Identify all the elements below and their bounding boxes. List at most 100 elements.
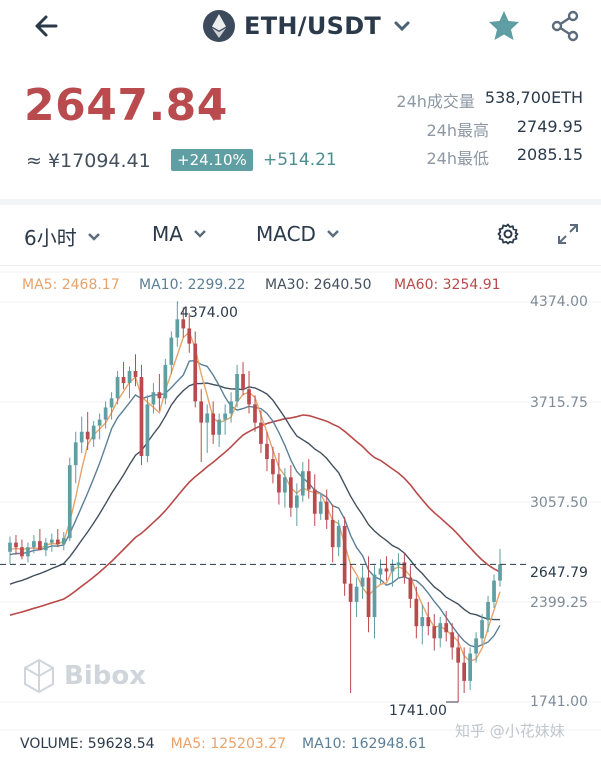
candle-body [151,392,156,405]
chart-toolbar: 6小时 MA MACD [0,205,601,263]
y-axis-label: 3057.50 [530,495,588,511]
change-percent-badge: +24.10% [171,149,253,171]
volume-value: VOLUME: 59628.54 [20,736,155,752]
y-axis-label: 4374.00 [530,294,588,310]
low-price-label: 1741.00 [389,703,447,719]
candle-body [145,404,150,457]
settings-gear-icon[interactable] [496,222,520,246]
candle-body [462,662,466,681]
chevron-down-icon [327,230,339,238]
bibox-logo-icon [24,658,54,694]
cny-value: ¥17094.41 [47,150,151,172]
ma30-line [9,382,500,621]
ethereum-icon [203,10,235,42]
candle-body [259,422,263,444]
approx-sign: ≈ [26,150,42,172]
ma5-line [9,330,501,662]
candle-body [163,364,168,399]
back-arrow-icon[interactable] [30,10,70,42]
main-indicator-selector[interactable]: MA [152,222,207,246]
share-icon[interactable] [548,8,582,44]
candle-body [498,564,502,581]
candle-body [49,539,54,543]
candle-body [324,501,329,520]
candle-body [408,577,413,599]
pair-selector[interactable]: ETH/USDT [202,8,411,44]
current-price-label: 2647.79 [530,565,588,581]
candle-body [20,547,24,557]
volume-legend: VOLUME: 59628.54 MA5: 125203.27 MA10: 16… [20,736,426,752]
candle-body [121,377,126,384]
candle-body [181,319,186,329]
candle-body [283,477,287,493]
credit-watermark: 知乎 @小花妹妹 [455,722,565,740]
volume-ma10: MA10: 162948.61 [302,736,427,752]
interval-selector[interactable]: 6小时 [24,222,101,251]
candle-body [115,377,120,399]
candle-body [348,583,353,602]
candle-body [175,319,180,338]
candle-body [480,620,484,639]
candle-body [85,431,90,440]
candle-body [312,489,317,514]
candle-body [289,477,293,508]
ma5-legend: MA5: 2468.17 [22,277,120,293]
candle-body [486,601,490,621]
candle-body [26,547,30,557]
favorite-star-icon[interactable] [486,8,522,44]
candle-body [253,404,257,423]
candle-body [109,398,114,408]
candle-body [271,459,275,475]
candle-body [91,425,96,440]
candle-body [133,370,138,378]
sub-indicator-selector[interactable]: MACD [256,222,340,246]
candle-body [378,568,383,575]
candle-body [468,653,472,681]
ma60-legend: MA60: 3254.91 [394,277,501,293]
candle-body [402,562,407,578]
candle-body [127,370,132,384]
candle-body [354,586,359,602]
candle-body [426,617,431,627]
candle-body [456,647,461,663]
volume-ma5: MA5: 125203.27 [170,736,287,752]
candle-body [444,623,449,633]
candle-body [32,541,36,548]
stat-label: 24h最低 [426,149,489,168]
fullscreen-icon[interactable] [556,222,580,246]
ma30-legend: MA30: 2640.50 [265,277,372,293]
candle-body [217,419,221,435]
candle-body [73,442,78,466]
ma60-line [9,414,501,616]
candle-body [199,401,204,423]
candle-body [79,431,84,443]
candle-body [342,525,347,584]
y-axis-label: 3715.75 [530,395,588,411]
candle-body [438,623,443,639]
candle-body [241,374,245,390]
stat-volume: 24h成交量 538,700ETH [396,88,583,112]
candle-body [14,542,18,548]
bibox-watermark: Bibox [22,658,146,694]
candle-body [169,337,174,365]
candle-body [211,413,216,435]
candle-body [229,401,233,414]
candle-body [265,443,269,460]
candle-body [492,580,496,602]
change-absolute: +514.21 [263,150,337,170]
candle-body [247,389,251,405]
stat-label: 24h成交量 [396,92,475,111]
candle-body [306,471,311,490]
chevron-down-icon [87,232,100,241]
stat-label: 24h最高 [426,121,489,140]
candle-body [103,407,108,420]
watermark-text: Bibox [64,661,146,691]
stat-high: 24h最高 2749.95 [426,117,583,141]
main-indicator-label: MA [152,222,183,246]
candle-body [432,626,437,639]
candle-body [67,465,72,539]
candle-body [97,419,102,426]
candle-body [277,474,281,493]
top-bar: ETH/USDT [0,0,601,60]
